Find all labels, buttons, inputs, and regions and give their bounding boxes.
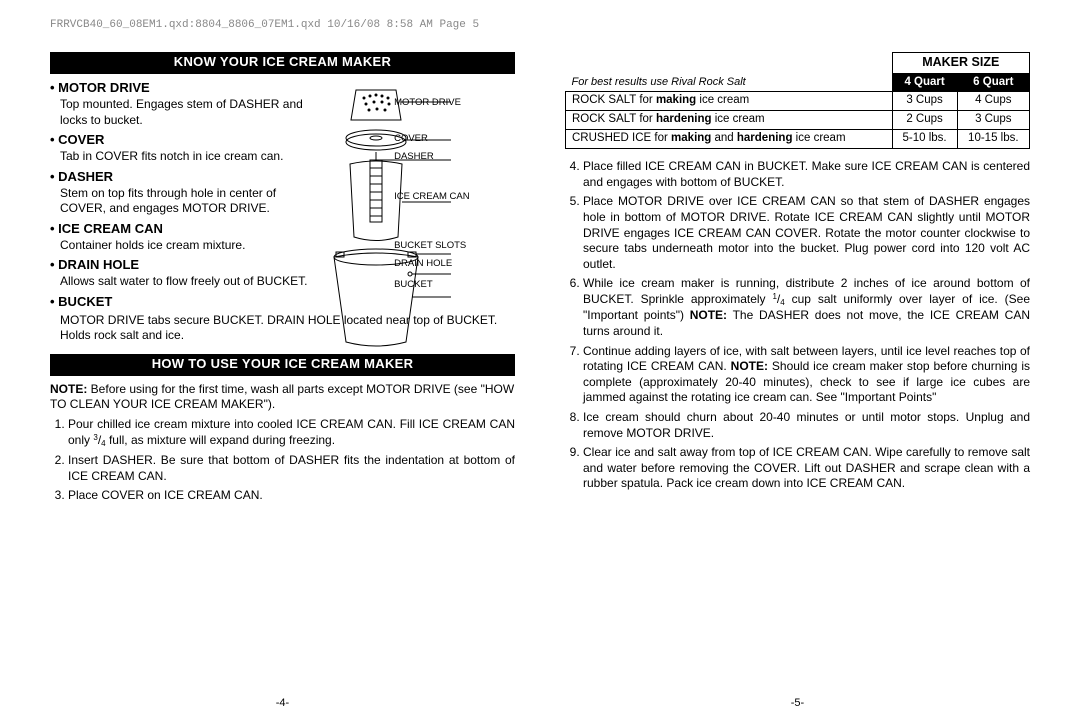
step-3: Place COVER on ICE CREAM CAN. <box>68 488 515 504</box>
page-header-line: FRRVCB40_60_08EM1.qxd:8804_8806_07EM1.qx… <box>50 18 1030 32</box>
part-drain-hole-title: DRAIN HOLE <box>50 257 139 272</box>
howto-note: NOTE: Before using for the first time, w… <box>50 382 515 413</box>
step-9: Clear ice and salt away from top of ICE … <box>583 445 1030 492</box>
table-row2-label: ROCK SALT for hardening ice cream <box>566 111 893 130</box>
table-row2-4q: 2 Cups <box>892 111 957 130</box>
table-row3-label: CRUSHED ICE for making and hardening ice… <box>566 130 893 149</box>
diagram-label-motor-drive: MOTOR DRIVE <box>394 98 469 108</box>
diagram-label-ice-cream-can: ICE CREAM CAN <box>394 192 469 202</box>
diagram-label-bucket: BUCKET <box>394 280 469 290</box>
right-column: MAKER SIZE For best results use Rival Ro… <box>565 52 1030 687</box>
step-1: Pour chilled ice cream mixture into cool… <box>68 417 515 449</box>
step-8: Ice cream should churn about 20-40 minut… <box>583 410 1030 441</box>
table-col-6q: 6 Quart <box>957 73 1029 92</box>
table-row1-6q: 4 Cups <box>957 92 1029 111</box>
part-motor-drive-title: MOTOR DRIVE <box>50 80 150 95</box>
table-col-4q: 4 Quart <box>892 73 957 92</box>
step-7: Continue adding layers of ice, with salt… <box>583 344 1030 406</box>
part-cover-desc: Tab in COVER fits notch in ice cream can… <box>50 149 310 165</box>
table-row3-4q: 5-10 lbs. <box>892 130 957 149</box>
table-row1-label: ROCK SALT for making ice cream <box>566 92 893 111</box>
part-motor-drive-desc: Top mounted. Engages stem of DASHER and … <box>50 97 310 128</box>
step-5: Place MOTOR DRIVE over ICE CREAM CAN so … <box>583 194 1030 272</box>
part-bucket-title: BUCKET <box>50 294 112 309</box>
diagram-label-cover: COVER <box>394 134 469 144</box>
diagram-label-dasher: DASHER <box>394 152 469 162</box>
step-2: Insert DASHER. Be sure that bottom of DA… <box>68 453 515 484</box>
diagram-label-drain-hole: DRAIN HOLE <box>394 259 469 269</box>
step-4: Place filled ICE CREAM CAN in BUCKET. Ma… <box>583 159 1030 190</box>
section-know-your-title: KNOW YOUR ICE CREAM MAKER <box>50 52 515 74</box>
left-column: KNOW YOUR ICE CREAM MAKER MOTOR DRIVE To… <box>50 52 515 687</box>
part-ice-cream-can-title: ICE CREAM CAN <box>50 221 163 236</box>
table-row2-6q: 3 Cups <box>957 111 1029 130</box>
part-drain-hole-desc: Allows salt water to flow freely out of … <box>50 274 310 290</box>
table-header-maker-size: MAKER SIZE <box>892 53 1029 73</box>
table-salt-note: For best results use Rival Rock Salt <box>566 73 893 92</box>
part-dasher-desc: Stem on top fits through hole in center … <box>50 186 310 217</box>
part-ice-cream-can-desc: Container holds ice cream mixture. <box>50 238 310 254</box>
part-dasher-title: DASHER <box>50 169 113 184</box>
table-row3-6q: 10-15 lbs. <box>957 130 1029 149</box>
step-6: While ice cream maker is running, distri… <box>583 276 1030 339</box>
page-number-right: -5- <box>565 696 1030 710</box>
diagram-label-bucket-slots: BUCKET SLOTS <box>394 241 469 251</box>
maker-size-table: MAKER SIZE For best results use Rival Ro… <box>565 52 1030 149</box>
table-row1-4q: 3 Cups <box>892 92 957 111</box>
page-number-left: -4- <box>50 696 515 710</box>
part-cover-title: COVER <box>50 132 104 147</box>
